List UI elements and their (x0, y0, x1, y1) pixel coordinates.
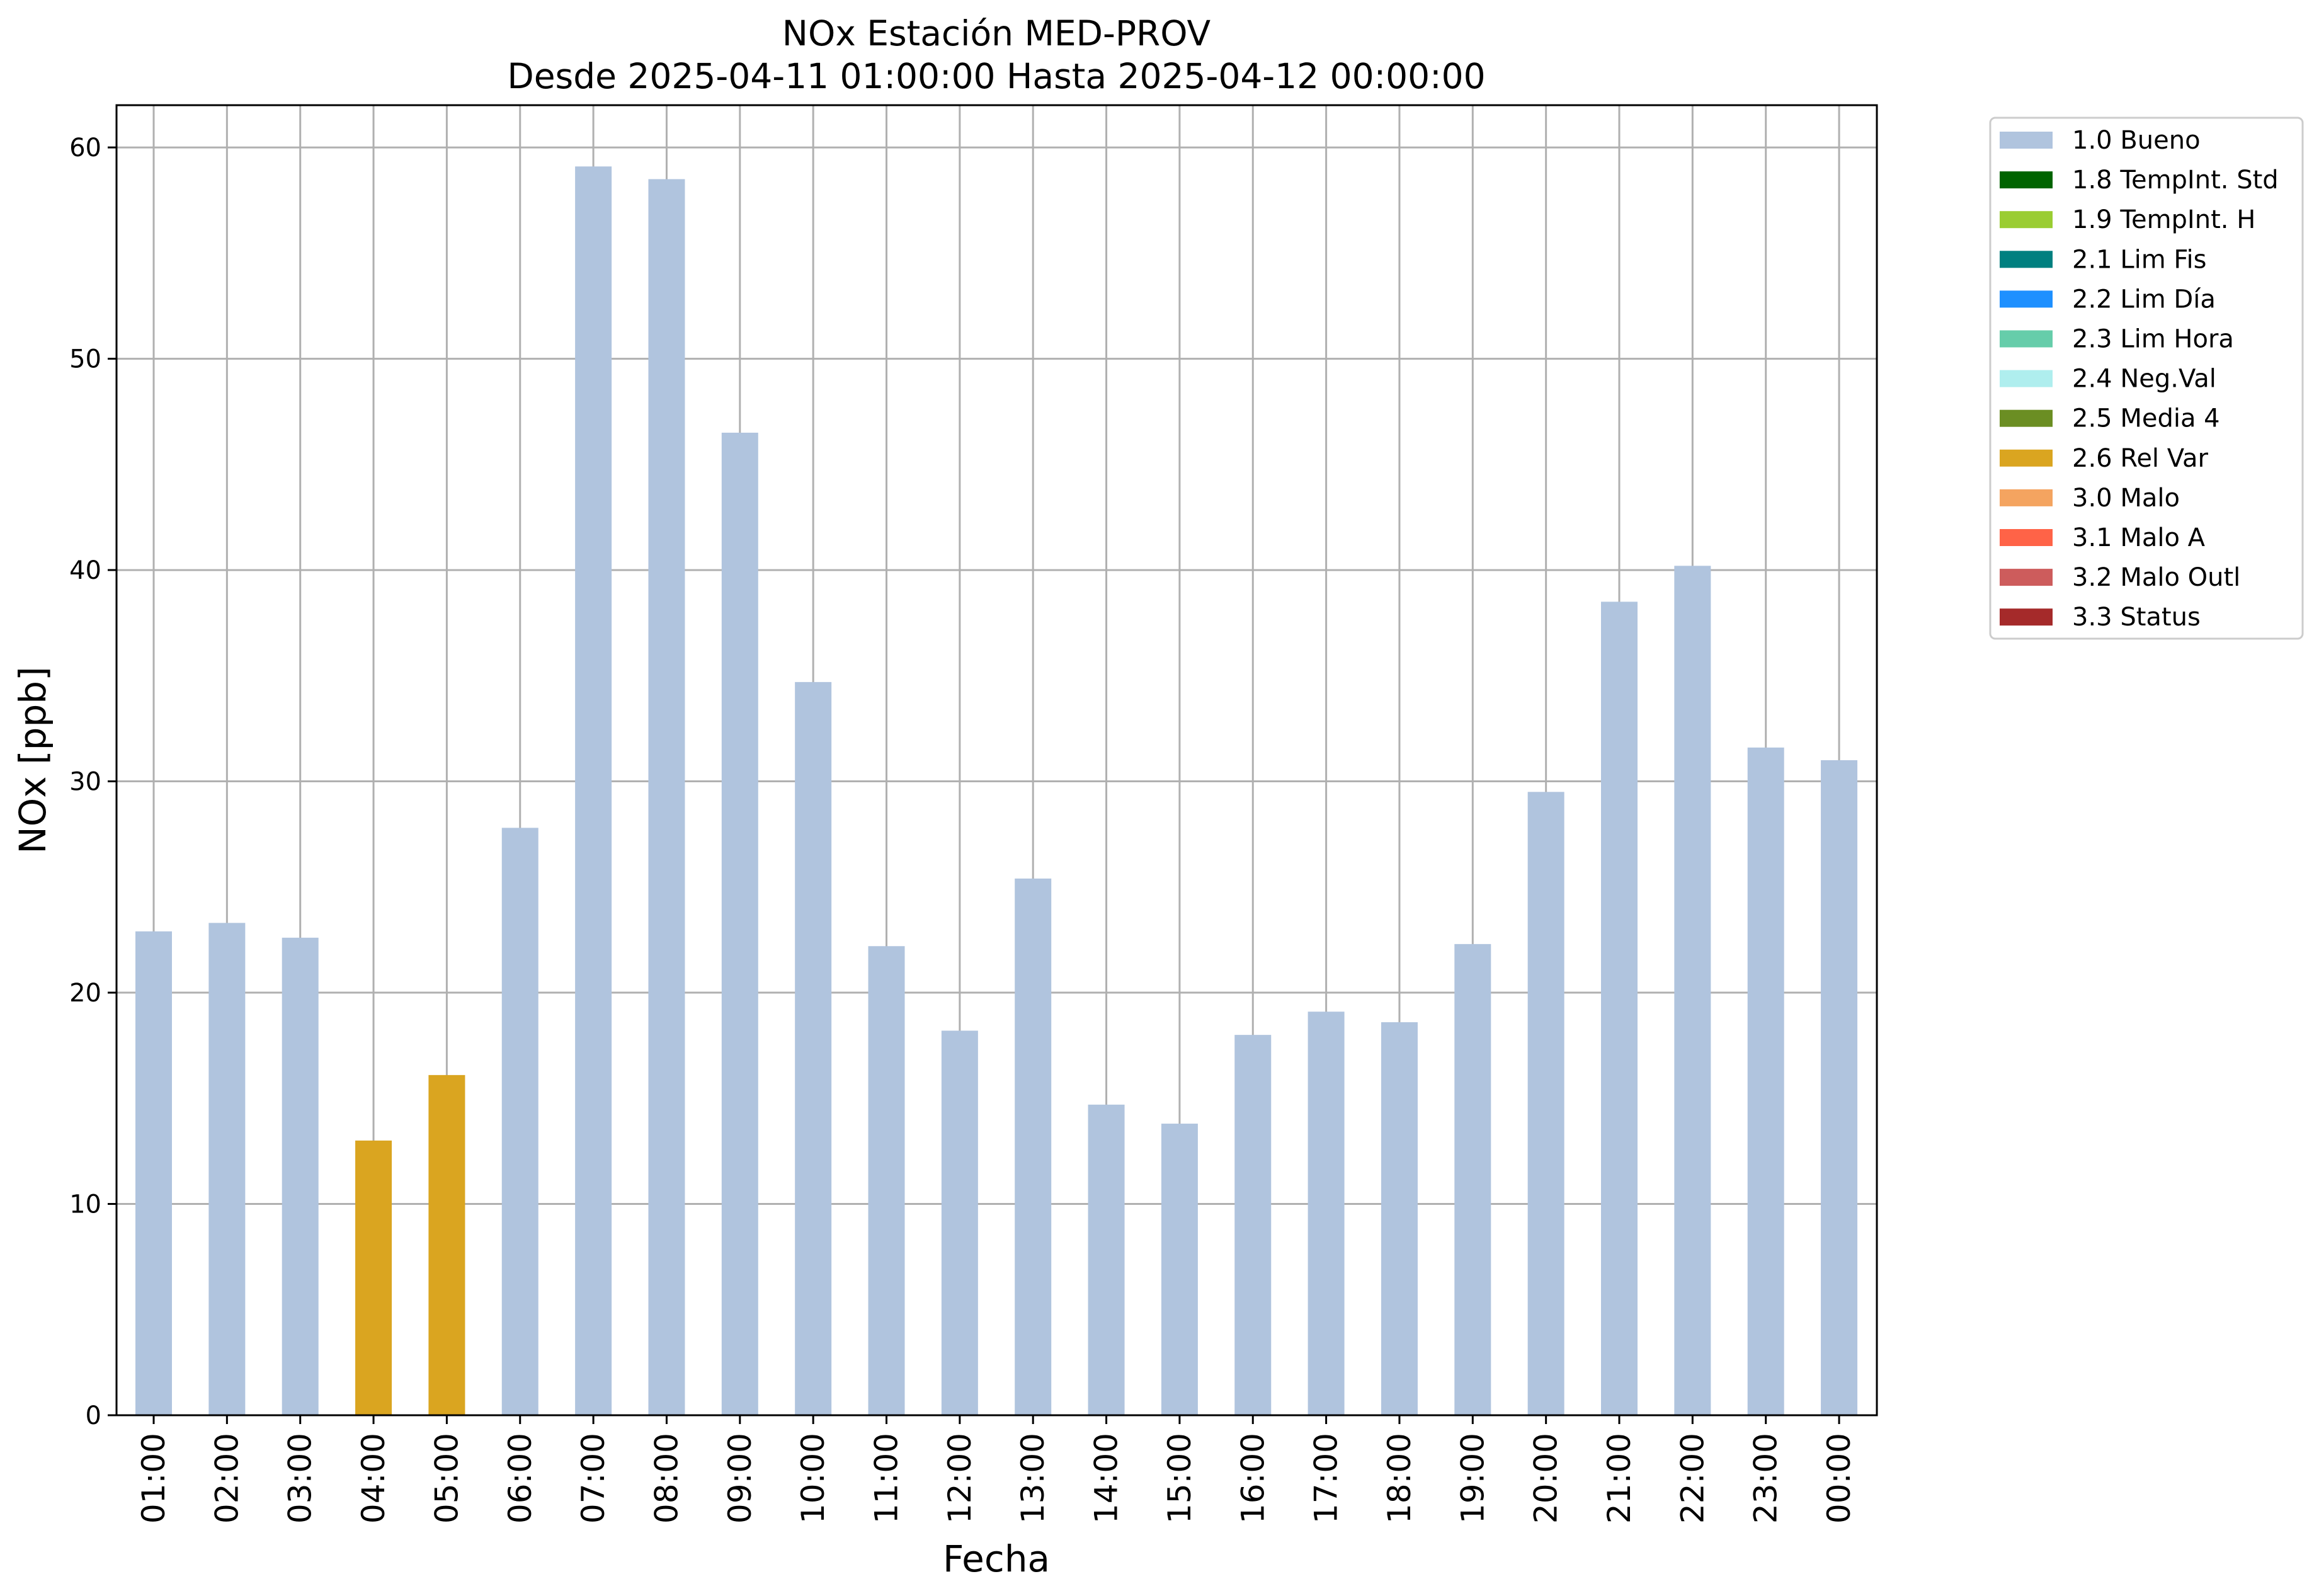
x-tick-label: 03:00 (282, 1433, 319, 1524)
legend-entry-label: 2.3 Lim Hora (2072, 325, 2234, 354)
bar (1601, 601, 1638, 1415)
x-tick-label: 10:00 (795, 1433, 831, 1524)
legend-swatch (2000, 409, 2053, 427)
bar (1161, 1124, 1198, 1415)
x-tick-label: 20:00 (1528, 1433, 1564, 1524)
legend-entry-label: 1.0 Bueno (2072, 126, 2201, 155)
bar (208, 923, 246, 1415)
chart-subtitle: Desde 2025-04-11 01:00:00 Hasta 2025-04-… (507, 56, 1485, 96)
bar (1381, 1022, 1418, 1415)
bar (795, 681, 832, 1415)
x-tick-label: 14:00 (1088, 1433, 1125, 1524)
legend-swatch (2000, 569, 2053, 586)
bar (721, 433, 758, 1415)
bar (648, 179, 685, 1416)
legend-swatch (2000, 608, 2053, 626)
y-tick-label: 0 (86, 1401, 101, 1430)
legend-entry-label: 3.0 Malo (2072, 484, 2180, 513)
x-tick-label: 08:00 (648, 1433, 685, 1524)
y-axis-label: NOx [ppb] (11, 666, 54, 854)
y-tick-label: 50 (69, 345, 101, 374)
legend-frame (1989, 117, 2304, 640)
legend-items: 1.0 Bueno 1.8 TempInt. Std 1.9 TempInt. H 2… (2000, 126, 2279, 632)
legend-swatch (2000, 171, 2053, 189)
legend-entry-label: 1.8 TempInt. Std (2072, 166, 2279, 195)
legend-swatch (2000, 132, 2053, 149)
legend-entry-label: 1.9 TempInt. H (2072, 205, 2255, 234)
y-tick-label: 20 (69, 979, 101, 1008)
legend-entry-label: 3.2 Malo Outl (2072, 563, 2240, 592)
bar (575, 166, 612, 1416)
bar (1527, 792, 1564, 1415)
bar (1821, 760, 1858, 1415)
x-tick-label: 16:00 (1234, 1433, 1271, 1524)
legend-entry-label: 3.3 Status (2072, 603, 2201, 632)
bars-group (135, 166, 1858, 1416)
bar (1674, 566, 1711, 1415)
bar (355, 1140, 392, 1415)
legend-entry-label: 2.5 Media 4 (2072, 404, 2220, 433)
x-tick-label: 23:00 (1748, 1433, 1784, 1524)
y-tick-label: 30 (69, 768, 101, 797)
legend-entry-label: 2.2 Lim Día (2072, 285, 2216, 314)
bar (1308, 1012, 1345, 1415)
x-tick-label: 05:00 (428, 1433, 465, 1524)
legend-swatch (2000, 290, 2053, 308)
bar (941, 1030, 978, 1415)
bar (868, 946, 905, 1415)
legend-entry-label: 3.1 Malo A (2072, 523, 2206, 552)
bar (501, 828, 538, 1415)
bar (1234, 1035, 1272, 1415)
x-tick-label: 15:00 (1161, 1433, 1198, 1524)
bar (1454, 943, 1491, 1415)
x-tick-label: 04:00 (355, 1433, 392, 1524)
x-tick-label: 11:00 (869, 1433, 905, 1524)
legend-entry-label: 2.6 Rel Var (2072, 444, 2209, 473)
bar (428, 1074, 465, 1415)
x-tick-label: 00:00 (1821, 1433, 1857, 1524)
y-tick-label: 10 (69, 1190, 101, 1219)
bar (1088, 1104, 1125, 1415)
bar (1015, 878, 1052, 1415)
legend-entry-label: 2.1 Lim Fis (2072, 245, 2206, 274)
legend-swatch (2000, 449, 2053, 467)
bar (1747, 747, 1784, 1415)
x-tick-label: 12:00 (942, 1433, 978, 1524)
x-axis-ticks: 01:00 02:00 03:00 04:00 05:00 06:00 07:00 08:00… (135, 1415, 1857, 1524)
x-tick-label: 01:00 (135, 1433, 172, 1524)
legend-swatch (2000, 370, 2053, 387)
legend-swatch (2000, 211, 2053, 229)
x-tick-label: 19:00 (1454, 1433, 1491, 1524)
plot-frame (115, 104, 1878, 1416)
x-axis-label: Fecha (943, 1537, 1050, 1580)
chart-title: NOx Estación MED-PROV (782, 13, 1211, 54)
legend-swatch (2000, 330, 2053, 348)
y-tick-label: 60 (69, 134, 101, 162)
x-tick-label: 21:00 (1601, 1433, 1638, 1524)
bar (135, 931, 172, 1415)
y-axis-ticks: 0 10 20 30 40 50 60 (69, 134, 117, 1430)
bar (282, 937, 319, 1415)
legend: 1.0 Bueno 1.8 TempInt. Std 1.9 TempInt. H 2… (1989, 117, 2304, 640)
x-tick-label: 07:00 (575, 1433, 612, 1524)
legend-swatch (2000, 251, 2053, 268)
x-tick-label: 18:00 (1381, 1433, 1418, 1524)
legend-entry-label: 2.4 Neg.Val (2072, 365, 2216, 394)
x-tick-label: 09:00 (722, 1433, 758, 1524)
x-tick-label: 06:00 (502, 1433, 538, 1524)
x-tick-label: 02:00 (208, 1433, 245, 1524)
y-tick-label: 40 (69, 556, 101, 585)
legend-swatch (2000, 489, 2053, 506)
x-tick-label: 22:00 (1674, 1433, 1711, 1524)
x-tick-label: 17:00 (1308, 1433, 1345, 1524)
legend-swatch (2000, 529, 2053, 546)
x-tick-label: 13:00 (1015, 1433, 1051, 1524)
